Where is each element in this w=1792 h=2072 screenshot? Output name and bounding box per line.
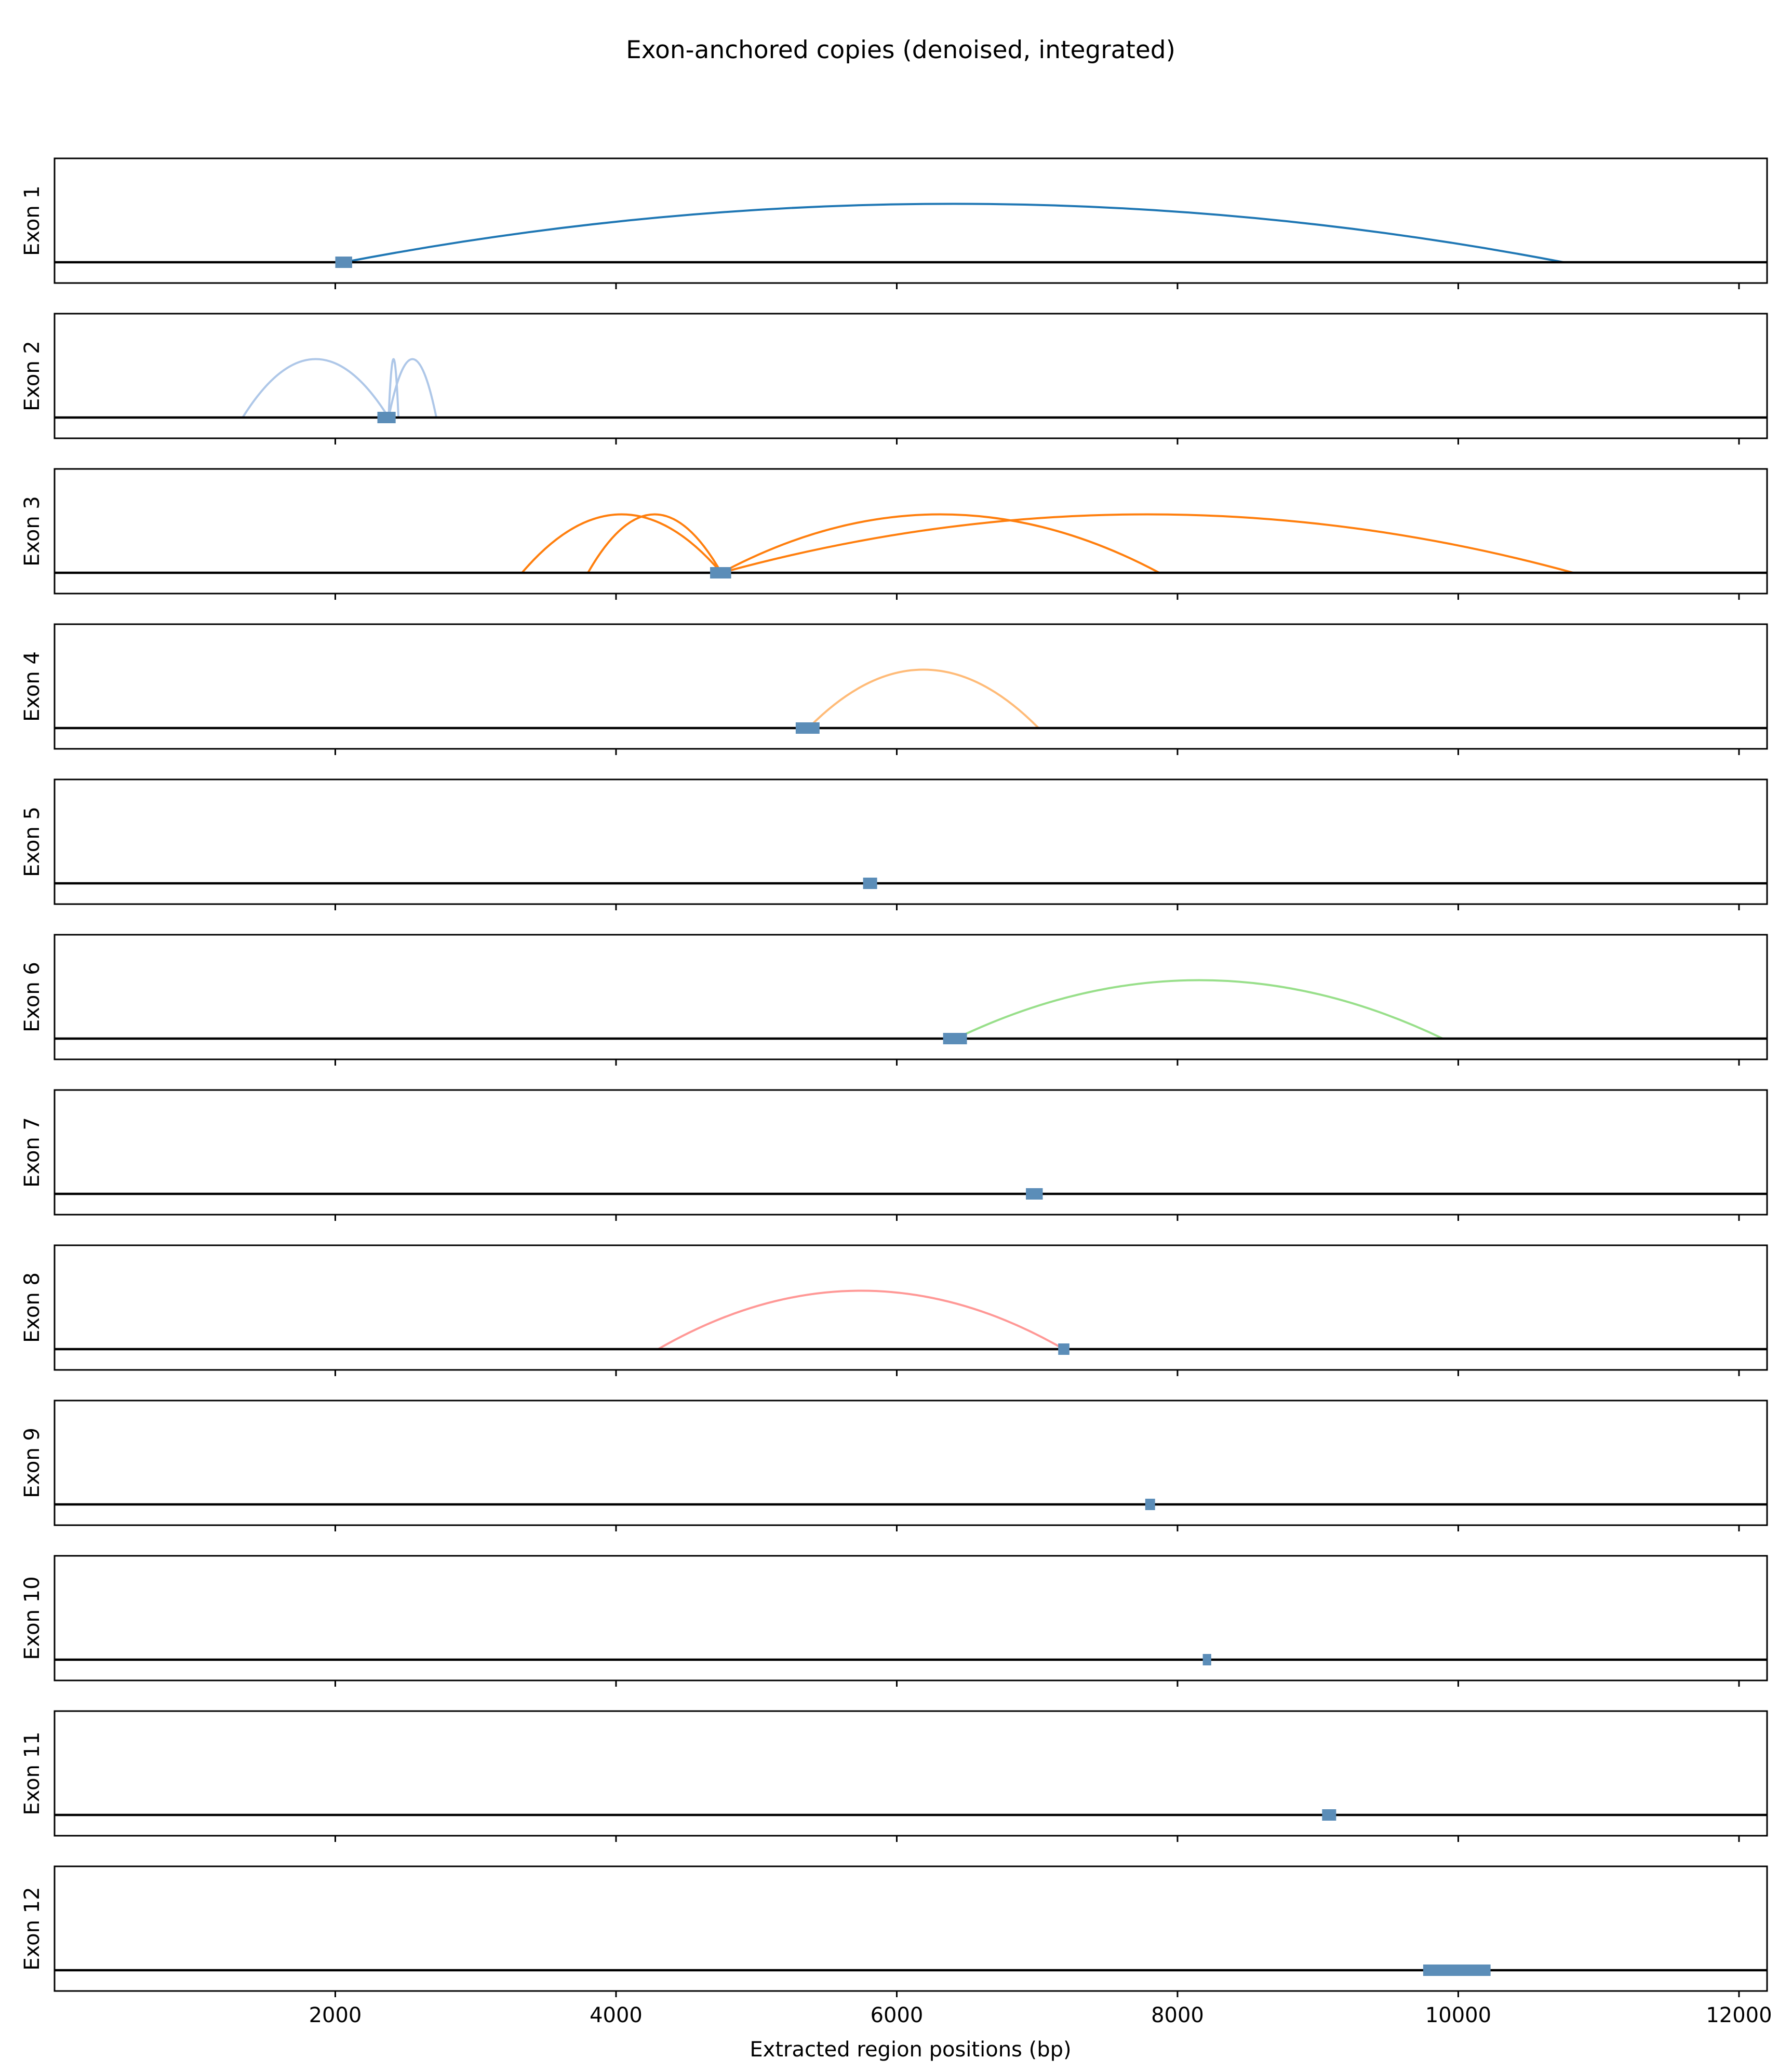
panel-label: Exon 4 bbox=[20, 651, 44, 722]
panel-8: Exon 8 bbox=[20, 1244, 1768, 1376]
x-tick-label: 2000 bbox=[309, 2003, 362, 2027]
panel-label: Exon 2 bbox=[20, 341, 44, 411]
panel-label: Exon 10 bbox=[20, 1576, 44, 1660]
exon-anchor-marker bbox=[1145, 1499, 1155, 1510]
exon-anchor-marker bbox=[1026, 1188, 1043, 1200]
panel-frame bbox=[54, 313, 1768, 439]
panel-frame bbox=[54, 1400, 1768, 1526]
panel-label: Exon 6 bbox=[20, 962, 44, 1032]
copy-arc bbox=[955, 979, 1443, 1040]
panel-frame bbox=[54, 157, 1768, 284]
panel-10: Exon 10 bbox=[20, 1555, 1768, 1687]
x-axis-label: Extracted region positions (bp) bbox=[750, 2038, 1071, 2062]
panel-label: Exon 11 bbox=[20, 1731, 44, 1815]
exon-anchor-marker bbox=[1202, 1654, 1211, 1665]
copy-arc bbox=[720, 513, 1160, 574]
panels: Exon 1 Exon 2 Exon 3 Exon 4 Exon 5 Exon 6 Exon… bbox=[20, 157, 1772, 2027]
panel-plot-area bbox=[55, 1809, 1767, 1821]
copy-arc bbox=[807, 668, 1039, 729]
copy-arc bbox=[521, 513, 723, 574]
panel-label: Exon 12 bbox=[20, 1887, 44, 1970]
panel-frame bbox=[54, 1244, 1768, 1371]
panel-plot-area bbox=[55, 668, 1767, 734]
x-tick-label: 12000 bbox=[1706, 2003, 1772, 2027]
panel-frame bbox=[54, 1555, 1768, 1681]
panel-5: Exon 5 bbox=[20, 778, 1768, 910]
panel-plot-area bbox=[55, 358, 1767, 423]
x-tick-label: 6000 bbox=[871, 2003, 924, 2027]
copy-arc bbox=[587, 513, 723, 573]
panel-12: Exon 12 bbox=[20, 1865, 1768, 1997]
x-tick-label: 10000 bbox=[1425, 2003, 1491, 2027]
panel-plot-area bbox=[55, 1965, 1767, 1976]
panel-label: Exon 3 bbox=[20, 496, 44, 567]
panel-frame bbox=[54, 1865, 1768, 1992]
panel-7: Exon 7 bbox=[20, 1089, 1768, 1221]
copy-arc bbox=[658, 1289, 1065, 1350]
panel-frame bbox=[54, 1089, 1768, 1216]
panel-frame bbox=[54, 468, 1768, 595]
exon-anchor-marker bbox=[795, 722, 820, 734]
panel-plot-area bbox=[55, 1289, 1767, 1355]
exon-anchor-marker bbox=[1322, 1809, 1336, 1821]
exon-anchor-marker bbox=[377, 412, 396, 423]
panel-label: Exon 8 bbox=[20, 1272, 44, 1343]
panel-9: Exon 9 bbox=[20, 1400, 1768, 1531]
exon-anchor-marker bbox=[1058, 1343, 1069, 1355]
panel-frame bbox=[54, 623, 1768, 750]
exon-anchor-marker bbox=[710, 567, 731, 578]
panel-1: Exon 1 bbox=[20, 157, 1768, 289]
panel-6: Exon 6 bbox=[20, 934, 1768, 1066]
panel-plot-area bbox=[55, 979, 1767, 1044]
exon-anchor-marker bbox=[943, 1033, 967, 1044]
panel-plot-area bbox=[55, 203, 1767, 268]
panel-4: Exon 4 bbox=[20, 623, 1768, 755]
exon-anchor-marker bbox=[1423, 1965, 1491, 1976]
panel-label: Exon 9 bbox=[20, 1428, 44, 1498]
x-tick-label: 8000 bbox=[1151, 2003, 1204, 2027]
panel-label: Exon 1 bbox=[20, 185, 44, 256]
chart-title: Exon-anchored copies (denoised, integrat… bbox=[626, 36, 1175, 64]
copy-arc bbox=[343, 203, 1564, 263]
panel-plot-area bbox=[55, 1188, 1767, 1200]
panel-plot-area bbox=[55, 1499, 1767, 1510]
copy-arc bbox=[387, 358, 438, 418]
panel-label: Exon 7 bbox=[20, 1117, 44, 1188]
exon-anchor-marker bbox=[863, 878, 877, 889]
panel-plot-area bbox=[55, 878, 1767, 889]
copy-arc bbox=[387, 358, 400, 418]
panel-plot-area bbox=[55, 513, 1767, 578]
copy-arc bbox=[721, 513, 1574, 574]
panel-label: Exon 5 bbox=[20, 806, 44, 877]
panel-3: Exon 3 bbox=[20, 468, 1768, 600]
panel-frame bbox=[54, 934, 1768, 1060]
panel-11: Exon 11 bbox=[20, 1710, 1768, 1842]
copy-arc bbox=[242, 358, 390, 419]
exon-anchor-marker bbox=[335, 257, 352, 268]
panel-frame bbox=[54, 1710, 1768, 1837]
panel-2: Exon 2 bbox=[20, 313, 1768, 445]
x-tick-label: 4000 bbox=[590, 2003, 643, 2027]
panel-frame bbox=[54, 778, 1768, 905]
panel-plot-area bbox=[55, 1654, 1767, 1665]
